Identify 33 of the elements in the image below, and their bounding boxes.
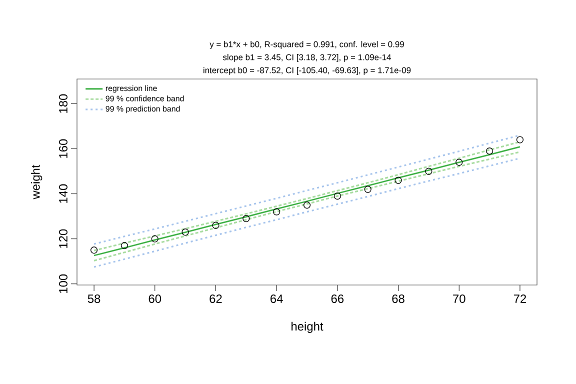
point <box>516 136 524 144</box>
y-tick-label: 160 <box>59 139 68 158</box>
point <box>486 147 494 155</box>
y-tick-label: 120 <box>59 229 68 248</box>
x-tick-label: 66 <box>331 294 344 303</box>
x-tick-label: 72 <box>514 294 526 303</box>
point <box>394 176 402 184</box>
x-tick-label: 70 <box>453 294 466 303</box>
point <box>364 186 372 193</box>
x-tick-label: 58 <box>88 294 100 303</box>
point <box>425 168 432 175</box>
point <box>273 208 280 216</box>
point <box>456 158 463 166</box>
point <box>242 215 250 222</box>
x-tick-label: 62 <box>210 294 222 303</box>
point <box>182 228 189 236</box>
x-tick-label: 60 <box>148 294 162 303</box>
x-tick-label: 64 <box>270 294 283 303</box>
point <box>334 192 341 200</box>
text: intercept b0 = -87.52, CI [-105.40, -69.63], p = 1.71e-09 <box>204 67 411 75</box>
point <box>120 242 128 250</box>
y-tick-label: 100 <box>59 274 68 293</box>
chart-subtitle: slope b1 = 3.45, CI [3.18, 3.72], p = 1.09e-14 <box>222 54 392 62</box>
y-tick-label: 180 <box>59 94 68 113</box>
chart-title: y = b1*x + b0, R-squared = 0.991, conf. level = 0.99 <box>210 41 404 49</box>
point <box>212 222 220 229</box>
point <box>151 235 158 242</box>
y-tick-label: 140 <box>59 184 68 203</box>
point <box>90 246 98 254</box>
x-axis-title: height <box>292 322 324 333</box>
x-tick-label: 68 <box>392 294 404 303</box>
point <box>303 202 311 209</box>
y-axis-title: weight <box>31 164 42 200</box>
